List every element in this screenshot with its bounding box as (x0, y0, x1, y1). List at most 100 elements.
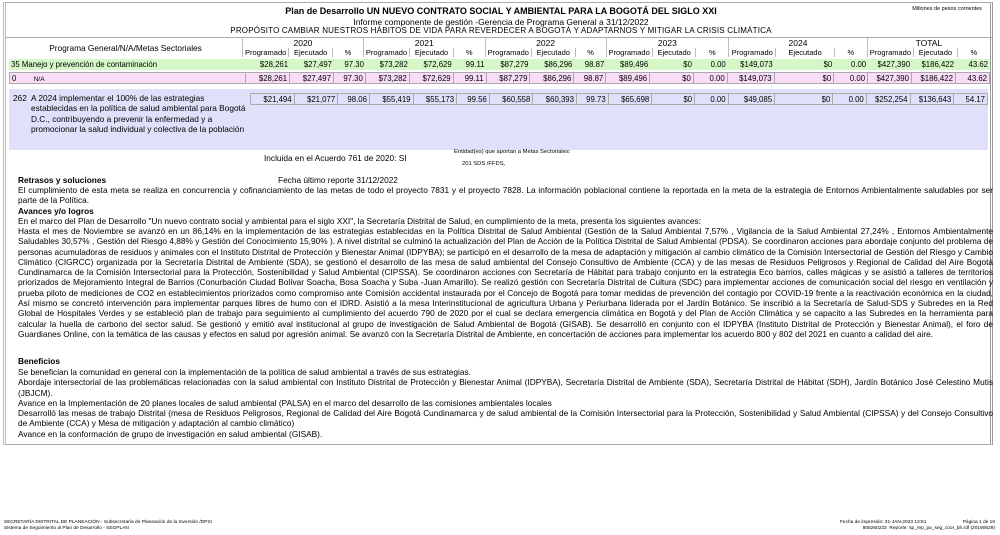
subheader: Programado (605, 48, 653, 57)
retrasos-text: El cumplimiento de esta meta se realiza … (18, 185, 993, 206)
beneficios-list: Se benefician la comunidad en general co… (18, 367, 993, 439)
subheader: % (574, 48, 606, 57)
beneficios-heading: Beneficios (18, 356, 60, 366)
row-label: 0 N/A (8, 72, 247, 84)
value-cell: $0 (649, 72, 694, 84)
value-cell: $72,629 (423, 60, 452, 69)
year-header: TOTAL (866, 38, 990, 48)
value-cell: 0.00 (692, 72, 728, 84)
subheader: Programado (242, 48, 289, 57)
value-cell: $86,296 (529, 72, 575, 84)
report-purpose: PROPÓSITO CAMBIAR NUESTROS HÁBITOS DE VI… (230, 26, 772, 35)
subheader: Programado (866, 48, 914, 57)
value-cell: $28,261 (259, 60, 289, 69)
value-cell: 99.73 (575, 93, 609, 105)
beneficio-item: Avance en la Implementación de 20 planes… (18, 397, 552, 408)
year-header: 2022 (484, 38, 606, 48)
value-cell: $0 (683, 60, 692, 69)
value-cell: $60,558 (488, 93, 534, 105)
subheader: % (833, 48, 868, 57)
retrasos-heading: Retrasos y soluciones (18, 175, 107, 185)
value-cell: $427,390 (877, 60, 911, 69)
value-cell: 0.00 (832, 93, 867, 105)
value-cell: $73,282 (364, 72, 410, 84)
entidades-label: Entidad(es) que aportan a Metas Sectoria… (454, 149, 571, 155)
value-cell: $28,261 (245, 72, 291, 84)
value-cell: $0 (773, 72, 835, 84)
value-cell: 97.30 (344, 60, 364, 69)
value-cell: $73,282 (379, 60, 408, 69)
avances-text: Hasta el mes de Noviembre se avanzó en u… (18, 226, 993, 339)
value-cell: $21,494 (250, 93, 295, 105)
beneficio-item: Avance en la conformación de grupo de in… (18, 428, 323, 439)
subheader: % (332, 48, 364, 57)
value-cell: $55,419 (368, 93, 414, 105)
meta-label: A 2024 implementar el 100% de las estrat… (31, 93, 246, 134)
units-note: Millones de pesos corrientes (912, 6, 982, 12)
value-cell: 0.00 (833, 72, 869, 84)
report-name: Reporte: sp_rep_pa_seg_coor_bh.rdf (2019… (889, 526, 995, 531)
value-cell: $0 (823, 60, 833, 69)
value-cell: 54.17 (953, 93, 988, 105)
value-cell: $60,393 (532, 93, 577, 105)
value-cell: 0.00 (694, 93, 729, 105)
report-subtitle: Informe componente de gestión -Gerencia … (353, 17, 649, 27)
value-cell: $252,254 (865, 93, 911, 105)
value-cell: $186,422 (910, 72, 956, 84)
value-cell: $55,173 (412, 93, 458, 105)
footer-system: Sistema de Seguimiento al Plan de Desarr… (4, 526, 129, 531)
subheader: % (452, 48, 486, 57)
footer-org: SECRETARÍA DISTRITAL DE PLANEACIÓN - Sub… (4, 520, 212, 525)
value-cell: $86,296 (544, 60, 573, 69)
page-number: Página 1 de 16 (962, 520, 995, 525)
year-header: 2021 (362, 38, 486, 48)
entidades-value: 201 SDS /FFDS, (462, 161, 506, 167)
value-cell: $27,497 (303, 60, 332, 69)
value-cell: 99.56 (456, 93, 490, 105)
report-code: 808260233 (862, 526, 887, 531)
report-title: Plan de Desarrollo UN NUEVO CONTRATO SOC… (285, 6, 717, 16)
value-cell: 98.06 (337, 93, 370, 105)
meta-code: 262 (13, 93, 27, 103)
beneficio-item: Se benefician la comunidad en general co… (18, 367, 471, 377)
value-cell: $72,629 (408, 72, 454, 84)
subheader: Ejecutado (775, 48, 835, 57)
row-label: 35 Manejo y prevención de contaminación (11, 60, 158, 69)
footer-right: Fecha de impresión: 31-JAN-2023 13:51 Pág… (840, 520, 995, 532)
value-cell: 97.30 (332, 72, 366, 84)
acuerdo-status: Incluida en el Acuerdo 761 de 2020: SI (264, 153, 407, 163)
year-header: 2024 (728, 38, 868, 48)
subheader: Ejecutado (913, 48, 958, 57)
beneficio-item: Abordaje intersectorial de las problemát… (18, 377, 993, 398)
avances-intro: En el marco del Plan de Desarrollo "Un n… (18, 216, 701, 226)
report-page: Plan de Desarrollo UN NUEVO CONTRATO SOC… (3, 2, 993, 445)
value-cell: 0.00 (710, 60, 726, 69)
print-date: Fecha de impresión: 31-JAN-2023 13:51 (840, 520, 927, 525)
meta-row: 262 A 2024 implementar el 100% de las es… (9, 89, 988, 150)
value-cell: $0 (774, 93, 834, 105)
value-cell: 43.62 (968, 60, 988, 69)
value-cell: 43.62 (954, 72, 991, 84)
divider (6, 37, 993, 38)
value-cell: $89,496 (605, 72, 651, 84)
meta-values: $21,494 $21,077 98.06 $55,419 $55,173 99.56 $6… (250, 93, 988, 105)
value-cell: 98.87 (573, 72, 607, 84)
value-cell: $87,279 (500, 60, 529, 69)
na-row: 0 N/A $28,261 $27,497 97.30 $73,282 $72,629 99… (8, 72, 991, 84)
subheader: % (956, 48, 990, 57)
subheader: Ejecutado (530, 48, 576, 57)
value-cell: $427,390 (867, 72, 912, 84)
value-cell: $186,422 (921, 60, 954, 69)
value-cell: $49,085 (727, 93, 776, 105)
subheader: Programado (728, 48, 776, 57)
table-header: Programa General/N/A/Metas Sectoriales 20… (9, 38, 990, 57)
year-header: 2023 (605, 38, 729, 48)
last-report-date: Fecha último reporte 31/12/2022 (278, 175, 398, 185)
subheader: Ejecutado (651, 48, 696, 57)
value-cell: 99.11 (452, 72, 487, 84)
beneficio-item: Desarrolló las mesas de trabajo Distrita… (18, 408, 993, 429)
subheader: % (695, 48, 729, 57)
value-cell: $149,073 (740, 60, 773, 69)
value-cell: $0 (651, 93, 696, 105)
subheader: Programado (362, 48, 410, 57)
